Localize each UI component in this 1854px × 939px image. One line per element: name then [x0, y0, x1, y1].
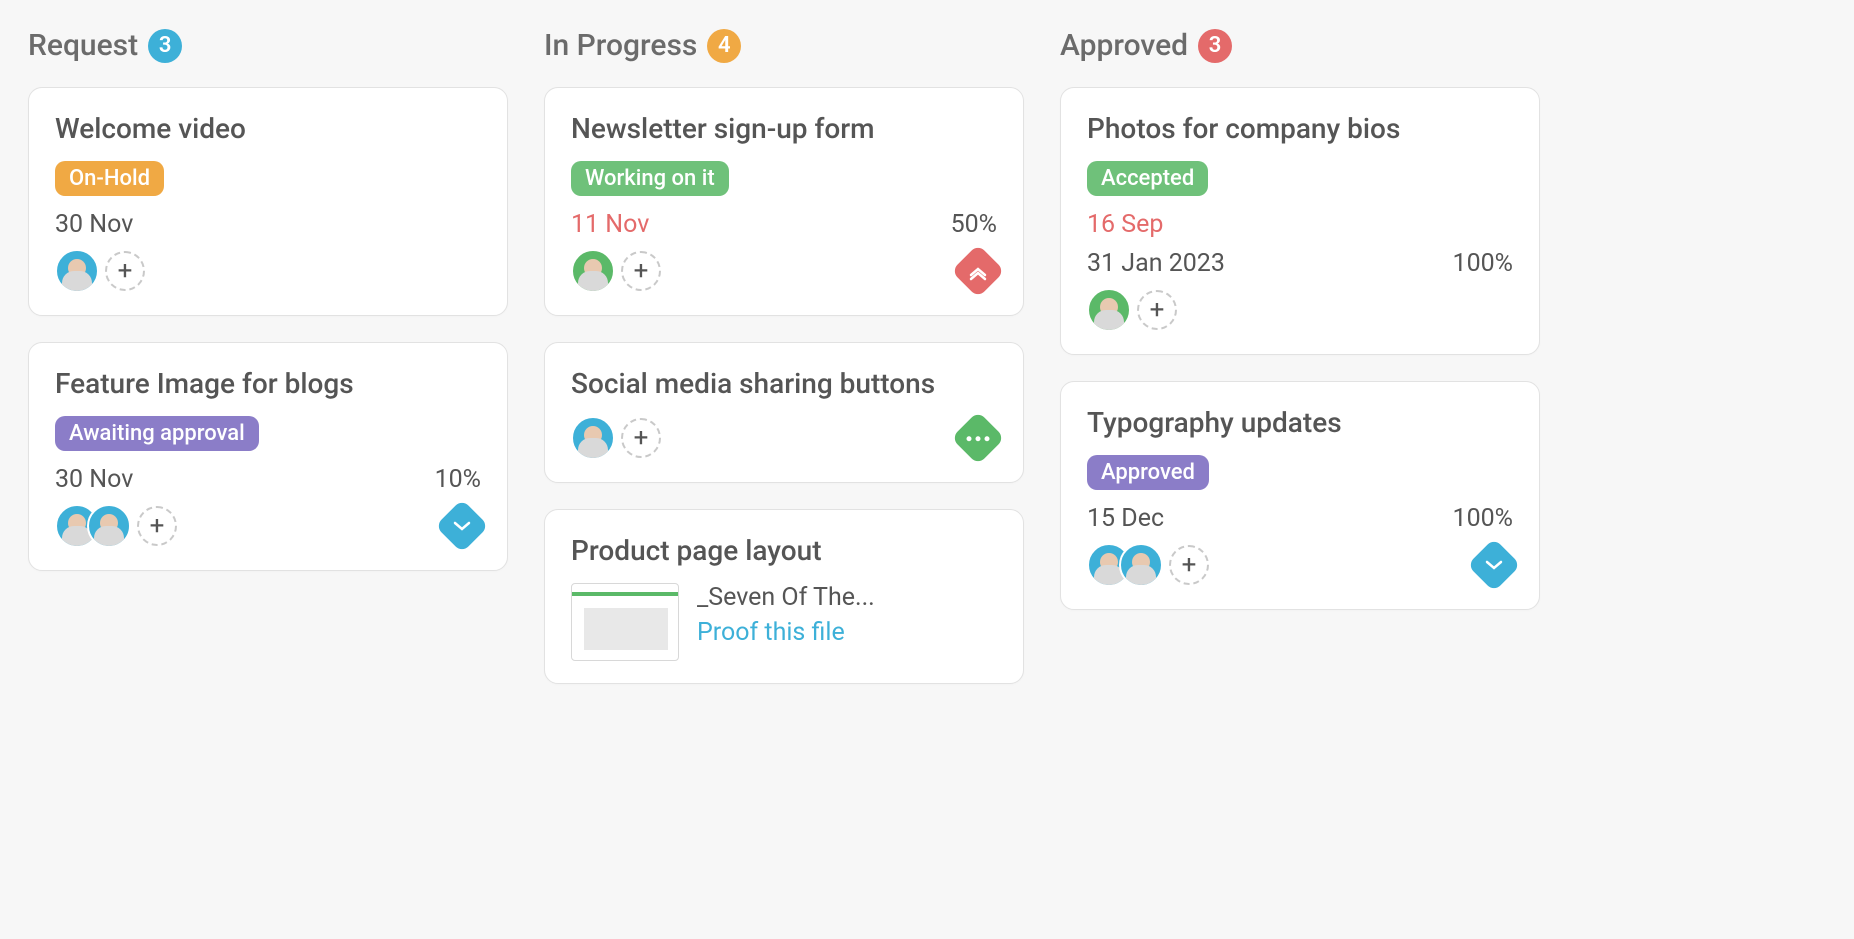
- column-title: In Progress: [544, 28, 697, 63]
- avatar[interactable]: [1087, 288, 1131, 332]
- kanban-board: Request3Welcome videoOn-Hold30 Nov+Featu…: [28, 28, 1826, 710]
- card-date: 30 Nov: [55, 465, 133, 494]
- column-title: Request: [28, 28, 138, 63]
- column-header: Request 3: [28, 28, 508, 63]
- card-progress: 100%: [1453, 504, 1513, 533]
- card-title: Product page layout: [571, 534, 997, 567]
- add-assignee-button[interactable]: +: [137, 506, 177, 546]
- column-count-badge: 4: [707, 29, 741, 63]
- card-title: Photos for company bios: [1087, 112, 1513, 145]
- kanban-column: Approved 3 Photos for company bios Accepted…: [1060, 28, 1540, 710]
- status-pill[interactable]: On-Hold: [55, 161, 164, 196]
- kanban-column: In Progress 4 Newsletter sign-up form Worki…: [544, 28, 1024, 710]
- card-date: 15 Dec: [1087, 504, 1164, 533]
- attachment-name: _Seven Of The...: [697, 583, 875, 612]
- avatar[interactable]: [1119, 543, 1163, 587]
- add-assignee-button[interactable]: +: [621, 251, 661, 291]
- priority-icon[interactable]: [951, 244, 1005, 298]
- status-pill[interactable]: Approved: [1087, 455, 1209, 490]
- add-assignee-button[interactable]: +: [1169, 545, 1209, 585]
- column-header: Approved 3: [1060, 28, 1540, 63]
- avatar[interactable]: [55, 249, 99, 293]
- kanban-card[interactable]: Newsletter sign-up form Working on it 11 N…: [544, 87, 1024, 316]
- column-header: In Progress 4: [544, 28, 1024, 63]
- card-title: Feature Image for blogs: [55, 367, 481, 400]
- card-progress: 50%: [951, 210, 997, 239]
- avatar[interactable]: [571, 249, 615, 293]
- add-assignee-button[interactable]: +: [105, 251, 145, 291]
- kanban-card[interactable]: Welcome video On-Hold 30 Nov +: [28, 87, 508, 316]
- priority-icon[interactable]: [1467, 538, 1521, 592]
- avatar-group: +: [55, 504, 177, 548]
- kanban-card[interactable]: Photos for company bios Accepted 16 Sep 31 …: [1060, 87, 1540, 355]
- column-count-badge: 3: [148, 29, 182, 63]
- avatar-group: +: [571, 416, 661, 460]
- add-assignee-button[interactable]: +: [1137, 290, 1177, 330]
- kanban-card[interactable]: Social media sharing buttons +: [544, 342, 1024, 483]
- card-date: 11 Nov: [571, 210, 649, 239]
- priority-icon[interactable]: [435, 499, 489, 553]
- card-title: Newsletter sign-up form: [571, 112, 997, 145]
- card-date: 16 Sep: [1087, 210, 1163, 239]
- card-title: Typography updates: [1087, 406, 1513, 439]
- attachment-row: _Seven Of The... Proof this file: [571, 583, 997, 661]
- card-title: Social media sharing buttons: [571, 367, 997, 400]
- card-title: Welcome video: [55, 112, 481, 145]
- avatar-group: +: [55, 249, 145, 293]
- card-progress: 10%: [435, 465, 481, 494]
- kanban-card[interactable]: Product page layout _Seven Of The... Proof…: [544, 509, 1024, 684]
- status-pill[interactable]: Working on it: [571, 161, 729, 196]
- column-title: Approved: [1060, 28, 1188, 63]
- column-count-badge: 3: [1198, 29, 1232, 63]
- add-assignee-button[interactable]: +: [621, 418, 661, 458]
- status-pill[interactable]: Accepted: [1087, 161, 1208, 196]
- kanban-card[interactable]: Feature Image for blogs Awaiting approval…: [28, 342, 508, 571]
- card-date: 30 Nov: [55, 210, 133, 239]
- proof-file-link[interactable]: Proof this file: [697, 618, 875, 647]
- card-date-secondary: 31 Jan 2023: [1087, 249, 1225, 278]
- avatar[interactable]: [571, 416, 615, 460]
- avatar[interactable]: [87, 504, 131, 548]
- status-pill[interactable]: Awaiting approval: [55, 416, 259, 451]
- priority-icon[interactable]: [951, 411, 1005, 465]
- attachment-thumbnail[interactable]: [571, 583, 679, 661]
- avatar-group: +: [571, 249, 661, 293]
- kanban-column: Request3Welcome videoOn-Hold30 Nov+Featu…: [28, 28, 508, 710]
- card-progress: 100%: [1453, 249, 1513, 278]
- kanban-card[interactable]: Typography updates Approved 15 Dec 100% +: [1060, 381, 1540, 610]
- avatar-group: +: [1087, 288, 1177, 332]
- avatar-group: +: [1087, 543, 1209, 587]
